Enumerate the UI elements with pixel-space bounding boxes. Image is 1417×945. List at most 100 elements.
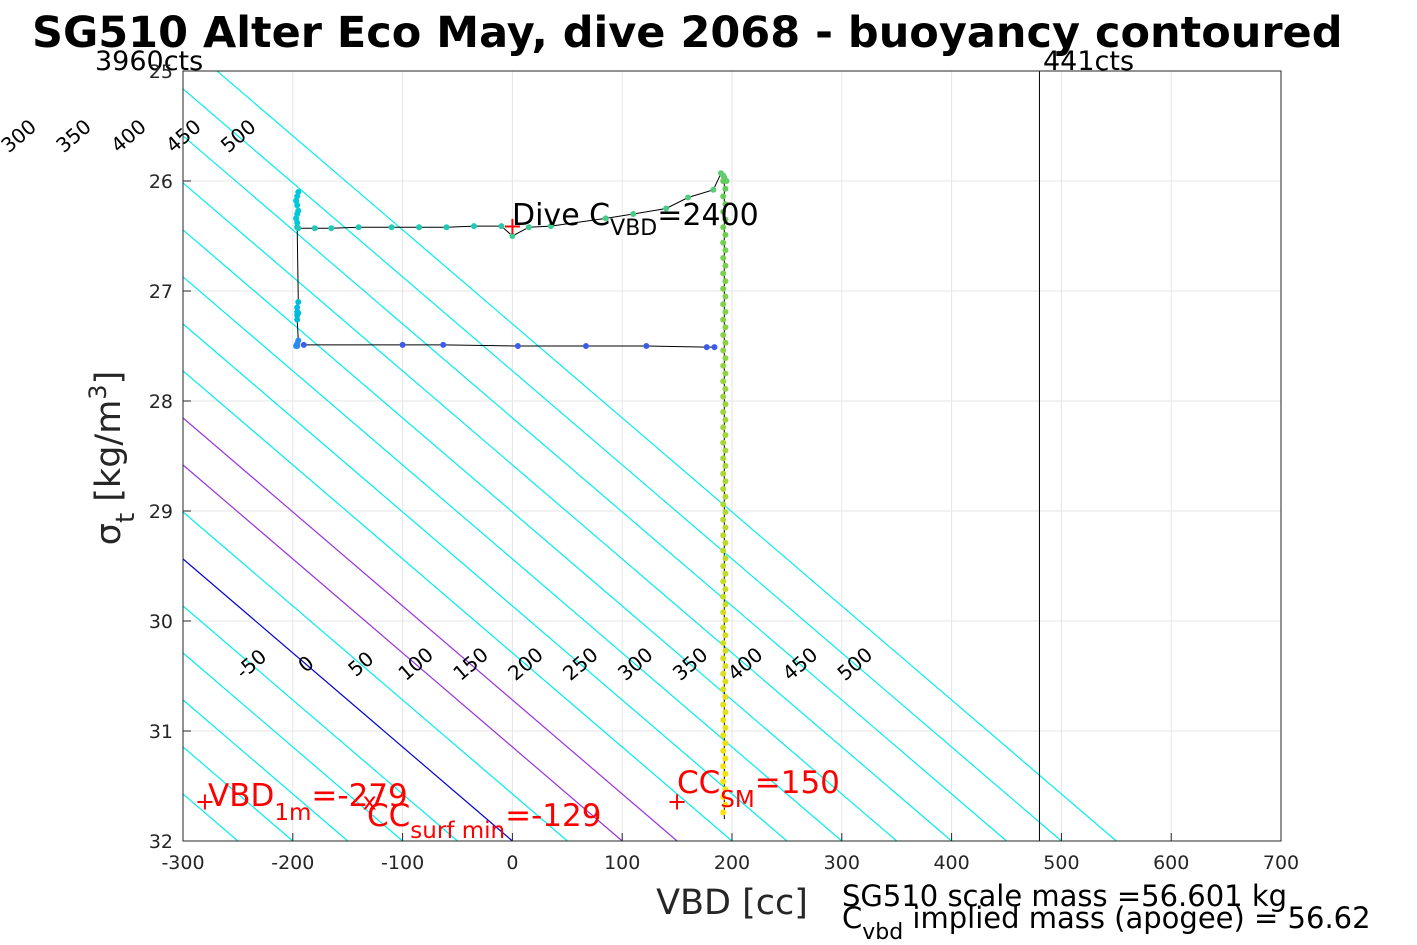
band-point-50	[720, 563, 727, 569]
x-tick-label-5: 200	[714, 852, 750, 874]
series-1-point-1	[311, 225, 318, 232]
band-point-48	[720, 547, 727, 554]
y-axis-label-symbol: σ	[89, 523, 129, 545]
series-2-point-6	[703, 344, 710, 351]
vbd1m-sub: 1m	[274, 800, 311, 826]
marker-2: +	[667, 788, 687, 816]
series-2-point-2	[440, 341, 447, 348]
x-tick-label-8: 500	[1043, 852, 1079, 874]
y-axis-label-unit: [kg/m	[89, 400, 129, 513]
y-axis-label: σt [kg/m3]	[84, 371, 141, 545]
band-point-68	[720, 701, 727, 708]
series-2-point-4	[582, 343, 589, 349]
grid-lines	[182, 70, 1282, 842]
ccsurf-main: CC	[367, 798, 410, 834]
vbd1m-tail: =-279	[311, 778, 407, 814]
x-tick-label-10: 700	[1263, 852, 1299, 874]
y-tick-label-1: 26	[149, 171, 173, 193]
x-tick-label-6: 300	[824, 852, 860, 874]
band-point-0	[720, 178, 727, 184]
band-point-40	[720, 486, 727, 492]
dive-cvbd-main: Dive C	[512, 198, 610, 233]
dive-cvbd-annotation: Dive CVBD=2400	[512, 198, 759, 241]
y-axis-label-sub: t	[111, 513, 141, 523]
band-point-72	[720, 732, 727, 739]
vbd1m-main: VBD	[208, 778, 274, 814]
band-point-20	[720, 332, 727, 338]
band-point-73	[722, 740, 729, 747]
series-1-point-12	[602, 215, 609, 222]
band-point-56	[720, 609, 727, 616]
marker-0: +	[195, 788, 215, 816]
series-0-point-9	[295, 299, 302, 305]
markers: + x + +	[195, 212, 687, 815]
series-0-point-13	[294, 312, 301, 319]
vbd1m-annotation: VBD1m=-279	[208, 778, 408, 826]
band-point-4	[720, 208, 727, 215]
series-1-point-4	[388, 224, 395, 231]
band-point-42	[720, 501, 727, 508]
band-point-9	[722, 247, 729, 254]
band-point-52	[720, 578, 727, 585]
band-point-49	[722, 555, 729, 562]
band-point-34	[720, 439, 727, 446]
band-point-19	[722, 324, 729, 331]
band-point-65	[722, 678, 729, 685]
band-point-36	[720, 455, 727, 462]
band-point-76	[720, 763, 727, 770]
band-point-6	[720, 224, 727, 231]
band-point-53	[722, 586, 729, 593]
band-point-69	[722, 709, 729, 716]
ccsurf-tail: =-129	[505, 798, 601, 834]
series-0-point-18	[294, 343, 301, 349]
contour-line-400	[183, 182, 952, 841]
band-point-51	[722, 570, 729, 577]
x-axis-label: VBD [cc]	[656, 883, 808, 923]
series-2-point-0	[300, 341, 307, 348]
series-1-point-15	[685, 194, 692, 201]
y-tick-label-6: 31	[149, 721, 173, 743]
y-tick-label-3: 28	[149, 391, 173, 413]
band-point-78	[720, 778, 727, 785]
series-0-point-14	[294, 316, 301, 323]
contour-line-50	[183, 511, 568, 841]
series-0-point-7	[294, 219, 301, 226]
x-tick-label-0: -300	[161, 852, 204, 874]
band-point-30	[720, 409, 727, 415]
band-point-15	[722, 293, 729, 300]
x-tick-label-1: -200	[271, 852, 314, 874]
ccsm-tail: =150	[755, 765, 840, 801]
band-point-8	[720, 239, 727, 246]
series-1-point-16	[710, 186, 717, 193]
series-1-point-7	[470, 223, 477, 230]
band-point-24	[720, 362, 727, 369]
dive-series	[293, 170, 730, 819]
contour-line-350	[183, 229, 898, 841]
series-1-point-13	[630, 211, 637, 217]
band-point-67	[722, 693, 729, 700]
y-tick-label-4: 29	[149, 501, 173, 523]
series-1-point-3	[355, 224, 362, 231]
band-point-79	[722, 786, 729, 793]
contour-line--50	[183, 605, 458, 841]
band-point-58	[720, 624, 727, 631]
band-point-45	[722, 524, 729, 531]
band-point-41	[722, 493, 729, 500]
series-1-point-9	[509, 233, 516, 239]
series-1-point-6	[443, 224, 450, 231]
series-1-point-11	[547, 223, 554, 230]
band-point-2	[720, 193, 727, 200]
band-point-38	[720, 470, 727, 477]
band-point-3	[722, 201, 729, 208]
band-point-54	[720, 593, 727, 600]
band-point-70	[720, 717, 727, 723]
band-point-61	[722, 647, 729, 654]
band-point-81	[722, 801, 729, 808]
band-point-46	[720, 532, 727, 539]
series-line-2	[303, 344, 715, 348]
series-0-point-3	[294, 202, 301, 209]
band-point-57	[722, 616, 729, 623]
y-tick-label-7: 32	[149, 831, 173, 853]
band-point-14	[720, 285, 727, 292]
